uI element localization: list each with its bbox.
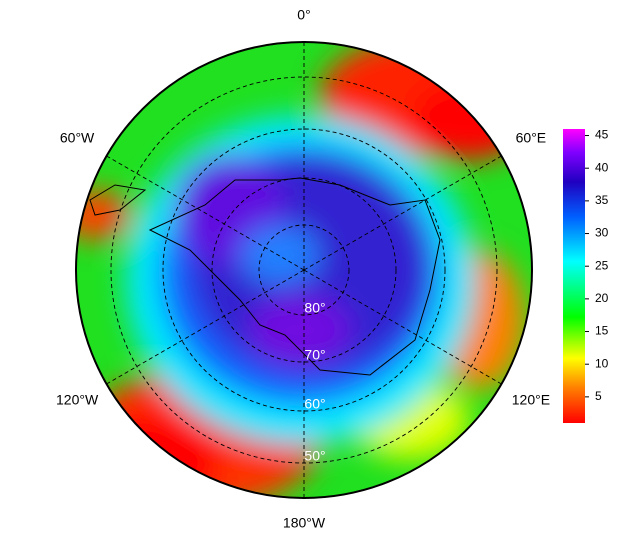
map-border (75, 41, 533, 499)
colorbar-tick-label: 5 (595, 389, 602, 403)
meridian-label: 180°W (283, 515, 326, 531)
meridian (106, 269, 305, 385)
colorbar-tick-label: 10 (595, 356, 609, 370)
coastline (148, 177, 441, 376)
meridian (303, 269, 502, 385)
latitude-label: 80° (304, 300, 325, 316)
latitude-circle (211, 177, 397, 363)
colorbar-tick-label: 35 (595, 193, 609, 207)
meridian (303, 155, 502, 271)
colorbar-tick-label: 20 (595, 291, 609, 305)
colorbar-tick-label: 45 (595, 128, 609, 142)
colorbar-tick-label: 40 (595, 160, 609, 174)
latitude-circle (258, 224, 350, 316)
colorbar (563, 129, 585, 423)
latitude-circle (162, 128, 446, 412)
latitude-label: 60° (304, 396, 325, 412)
coastline (89, 184, 147, 216)
meridian-label: 0° (297, 7, 310, 23)
colorbar-tick-label: 30 (595, 226, 609, 240)
meridian (106, 155, 305, 271)
colorbar-tick-label: 15 (595, 324, 609, 338)
meridian-label: 120°E (512, 392, 550, 408)
graticule (106, 42, 502, 498)
meridian-label: 60°E (516, 130, 547, 146)
latitude-circle (110, 76, 498, 464)
colorbar-tick-label: 25 (595, 258, 609, 272)
latitude-label: 70° (304, 347, 325, 363)
meridian-label: 120°W (56, 392, 99, 408)
meridian-label: 60°W (60, 130, 95, 146)
field (76, 42, 532, 498)
latitude-label: 50° (304, 448, 325, 464)
